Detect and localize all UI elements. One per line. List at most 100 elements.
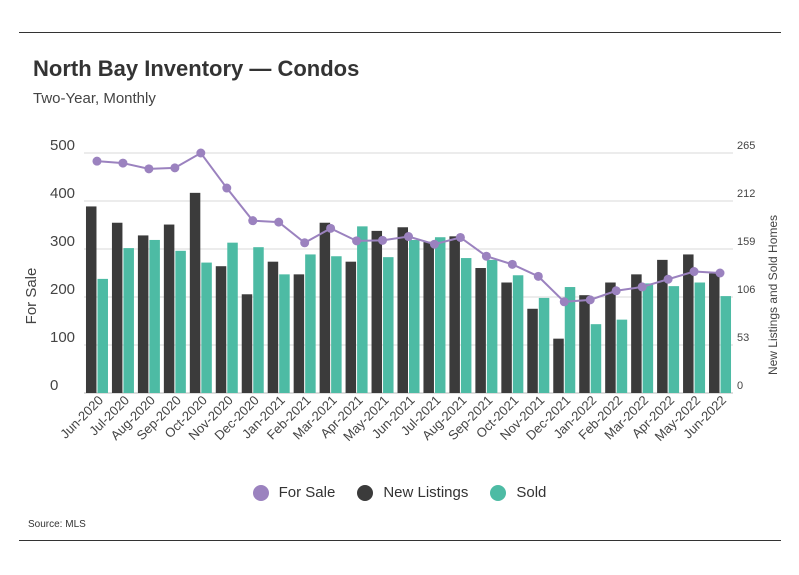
point-for-sale xyxy=(455,232,465,242)
bar-new-listings xyxy=(501,282,512,393)
y2-tick-label: 265 xyxy=(737,140,755,152)
bar-new-listings xyxy=(319,222,331,393)
bar-new-listings xyxy=(579,295,590,393)
y2-tick-label: 159 xyxy=(737,236,755,248)
bar-new-listings xyxy=(137,235,149,393)
y2-axis-title: New Listings and Sold Homes xyxy=(766,215,780,375)
bar-sold xyxy=(694,282,706,393)
bar-new-listings xyxy=(449,236,460,393)
point-for-sale xyxy=(663,274,673,284)
point-for-sale xyxy=(170,163,180,173)
bar-sold xyxy=(175,250,186,393)
bar-sold xyxy=(383,257,394,393)
bar-new-listings xyxy=(475,268,486,393)
point-for-sale xyxy=(352,236,362,246)
y2-tick-label: 0 xyxy=(737,380,743,392)
legend-item-sold: Sold xyxy=(490,484,546,501)
bar-sold xyxy=(460,258,472,393)
y-tick-label: 100 xyxy=(50,329,75,346)
bar-new-listings xyxy=(683,254,694,393)
bar-new-listings xyxy=(423,241,434,393)
bar-sold xyxy=(123,248,134,393)
point-for-sale xyxy=(715,268,725,278)
legend-swatch-new-listings xyxy=(357,484,374,501)
bar-sold xyxy=(357,226,368,393)
point-for-sale xyxy=(611,286,621,296)
bottom-rule xyxy=(19,540,781,541)
bar-new-listings xyxy=(631,274,642,393)
bar-sold xyxy=(227,242,238,393)
chart-subtitle: Two-Year, Monthly xyxy=(33,90,156,107)
bar-sold xyxy=(720,296,732,393)
bar-sold xyxy=(331,256,342,393)
bar-sold xyxy=(564,287,576,393)
point-for-sale xyxy=(248,216,258,226)
legend: For Sale New Listings Sold xyxy=(0,484,799,501)
bar-sold xyxy=(97,278,108,393)
legend-swatch-sold xyxy=(490,484,507,501)
point-for-sale xyxy=(429,239,439,249)
point-for-sale xyxy=(222,183,232,193)
point-for-sale xyxy=(481,251,491,261)
bar-sold xyxy=(512,275,524,393)
bar-sold xyxy=(201,262,212,393)
bar-new-listings xyxy=(267,261,279,393)
y-tick-label: 300 xyxy=(50,233,75,250)
legend-item-new-listings: New Listings xyxy=(357,484,468,501)
bar-new-listings xyxy=(371,230,383,393)
bar-sold xyxy=(305,254,316,393)
point-for-sale xyxy=(507,259,517,269)
legend-item-for-sale: For Sale xyxy=(252,484,336,501)
bar-new-listings xyxy=(111,222,123,393)
point-for-sale xyxy=(378,235,388,245)
point-for-sale xyxy=(92,156,102,166)
bar-new-listings xyxy=(215,266,227,393)
bar-new-listings xyxy=(397,227,408,393)
legend-label-new-listings: New Listings xyxy=(383,484,469,501)
bar-new-listings xyxy=(293,274,305,393)
point-for-sale xyxy=(559,297,569,307)
point-for-sale xyxy=(585,295,595,305)
top-rule xyxy=(19,32,781,33)
chart-title: North Bay Inventory — Condos xyxy=(33,56,360,81)
point-for-sale xyxy=(274,217,284,227)
bar-new-listings xyxy=(709,273,720,393)
bar-sold xyxy=(590,324,602,393)
point-for-sale xyxy=(689,267,699,277)
bar-new-listings xyxy=(85,206,97,393)
bar-sold xyxy=(538,297,550,393)
point-for-sale xyxy=(533,271,543,281)
bar-sold xyxy=(668,286,680,393)
y-tick-label: 400 xyxy=(50,185,75,202)
y2-tick-label: 53 xyxy=(737,332,749,344)
point-for-sale xyxy=(326,223,336,233)
y-axis-title: For Sale xyxy=(23,268,40,325)
point-for-sale xyxy=(637,282,647,292)
point-for-sale xyxy=(196,148,206,158)
bar-sold xyxy=(279,274,290,393)
bar-sold xyxy=(486,259,498,393)
legend-label-for-sale: For Sale xyxy=(278,484,336,501)
bar-new-listings xyxy=(605,282,616,393)
legend-swatch-for-sale xyxy=(252,484,269,501)
y-tick-label: 0 xyxy=(50,377,58,394)
bar-new-listings xyxy=(163,224,175,393)
bar-sold xyxy=(409,239,420,393)
y-tick-label: 500 xyxy=(50,137,75,154)
point-for-sale xyxy=(144,164,154,174)
bar-new-listings xyxy=(241,294,253,393)
y-tick-label: 200 xyxy=(50,281,75,298)
bar-sold xyxy=(642,283,654,393)
y2-tick-label: 106 xyxy=(737,284,755,296)
bar-new-listings xyxy=(553,338,564,393)
bar-sold xyxy=(253,247,264,393)
bar-new-listings xyxy=(189,192,201,393)
bar-sold xyxy=(616,319,628,393)
point-for-sale xyxy=(404,232,413,242)
legend-label-sold: Sold xyxy=(516,484,547,501)
bar-sold xyxy=(149,239,160,393)
bar-new-listings xyxy=(527,308,538,393)
bar-new-listings xyxy=(345,261,357,393)
point-for-sale xyxy=(300,238,310,248)
